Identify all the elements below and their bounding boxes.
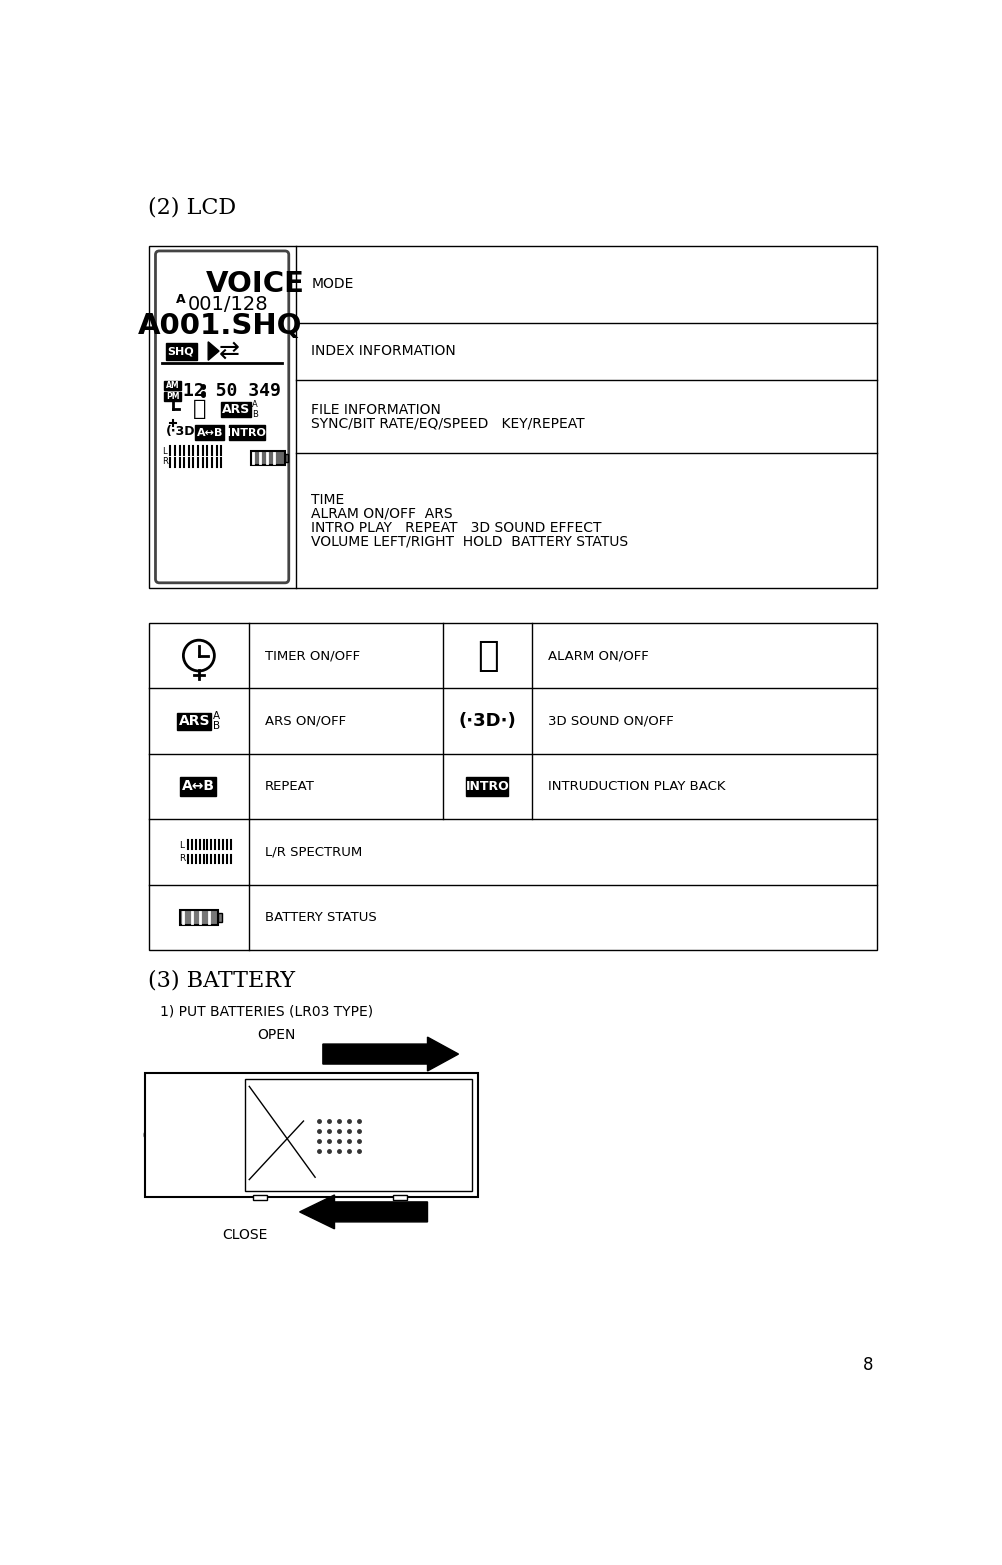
Text: VOICE: VOICE	[205, 271, 305, 297]
Text: A001.SHQ: A001.SHQ	[138, 313, 303, 341]
Text: REPEAT: REPEAT	[265, 779, 315, 793]
Text: R: R	[162, 457, 168, 466]
Bar	[148, 623, 877, 950]
Text: R: R	[178, 853, 185, 862]
Bar	[179, 909, 218, 925]
FancyBboxPatch shape	[164, 286, 196, 311]
Text: PM: PM	[165, 391, 179, 401]
FancyBboxPatch shape	[155, 250, 289, 582]
Text: 🕭: 🕭	[193, 399, 206, 419]
Text: ARS: ARS	[222, 404, 250, 416]
Bar	[218, 912, 222, 922]
Text: OPEN: OPEN	[258, 1028, 296, 1042]
Text: INTRUDUCTION PLAY BACK: INTRUDUCTION PLAY BACK	[548, 779, 725, 793]
Text: B: B	[212, 721, 220, 731]
Text: L: L	[178, 842, 183, 850]
Text: TIME: TIME	[312, 493, 345, 507]
Text: 3D SOUND ON/OFF: 3D SOUND ON/OFF	[548, 715, 673, 728]
Bar	[393, 1196, 407, 1200]
Bar	[144, 1074, 478, 1197]
Bar	[285, 454, 288, 462]
Text: ARS: ARS	[178, 714, 210, 728]
Text: AM: AM	[165, 382, 179, 390]
Text: A↔B: A↔B	[182, 779, 215, 793]
Bar	[232, 459, 241, 466]
Bar	[221, 402, 250, 418]
Text: (2) LCD: (2) LCD	[148, 196, 236, 218]
Text: ⇄: ⇄	[218, 340, 239, 363]
Bar	[466, 778, 508, 795]
Bar	[164, 380, 181, 390]
Text: INTRO PLAY   REPEAT   3D SOUND EFFECT: INTRO PLAY REPEAT 3D SOUND EFFECT	[312, 521, 602, 535]
Text: TIMER ON/OFF: TIMER ON/OFF	[265, 649, 360, 662]
Polygon shape	[323, 1038, 459, 1070]
Bar	[245, 1078, 472, 1191]
Text: 🕭: 🕭	[477, 639, 498, 673]
Text: INDEX INFORMATION: INDEX INFORMATION	[312, 344, 456, 358]
Text: 1) PUT BATTERIES (LR03 TYPE): 1) PUT BATTERIES (LR03 TYPE)	[160, 1005, 374, 1019]
Text: ARS ON/OFF: ARS ON/OFF	[265, 715, 346, 728]
Text: (⋅3D⋅): (⋅3D⋅)	[165, 426, 205, 438]
Text: L: L	[162, 448, 167, 457]
Text: A: A	[175, 293, 185, 305]
Text: 001/128: 001/128	[188, 294, 269, 313]
Text: A↔B: A↔B	[196, 427, 222, 438]
Text: SHQ: SHQ	[167, 346, 194, 357]
Text: 12 50 349: 12 50 349	[183, 382, 282, 401]
Bar	[180, 778, 215, 795]
Circle shape	[227, 449, 246, 468]
Text: BATTERY STATUS: BATTERY STATUS	[265, 911, 377, 923]
Text: (⋅3D⋅): (⋅3D⋅)	[459, 712, 516, 729]
Bar	[254, 1196, 268, 1200]
FancyBboxPatch shape	[164, 283, 178, 291]
Bar	[148, 246, 877, 588]
Polygon shape	[208, 341, 219, 360]
Text: INTRO: INTRO	[227, 427, 267, 438]
Bar	[165, 343, 196, 360]
Bar	[250, 451, 285, 465]
Text: ALARM ON/OFF: ALARM ON/OFF	[548, 649, 648, 662]
Text: (3) BATTERY: (3) BATTERY	[148, 970, 296, 992]
Text: FILE INFORMATION: FILE INFORMATION	[312, 402, 441, 416]
Polygon shape	[300, 1196, 428, 1229]
Text: A: A	[253, 401, 259, 410]
Text: MODE: MODE	[312, 277, 354, 291]
Text: 8: 8	[863, 1355, 873, 1374]
Text: L/R SPECTRUM: L/R SPECTRUM	[265, 845, 362, 859]
Text: SYNC/BIT RATE/EQ/SPEED   KEY/REPEAT: SYNC/BIT RATE/EQ/SPEED KEY/REPEAT	[312, 416, 585, 430]
Text: A: A	[212, 711, 220, 720]
Bar	[195, 426, 224, 440]
Text: VOLUME LEFT/RIGHT  HOLD  BATTERY STATUS: VOLUME LEFT/RIGHT HOLD BATTERY STATUS	[312, 535, 628, 549]
Text: B: B	[253, 410, 259, 419]
Bar	[164, 391, 181, 401]
Bar	[229, 426, 265, 440]
Text: INTRO: INTRO	[466, 779, 509, 793]
Text: CLOSE: CLOSE	[222, 1229, 269, 1243]
Text: ALRAM ON/OFF  ARS: ALRAM ON/OFF ARS	[312, 507, 453, 521]
Bar	[177, 714, 211, 731]
